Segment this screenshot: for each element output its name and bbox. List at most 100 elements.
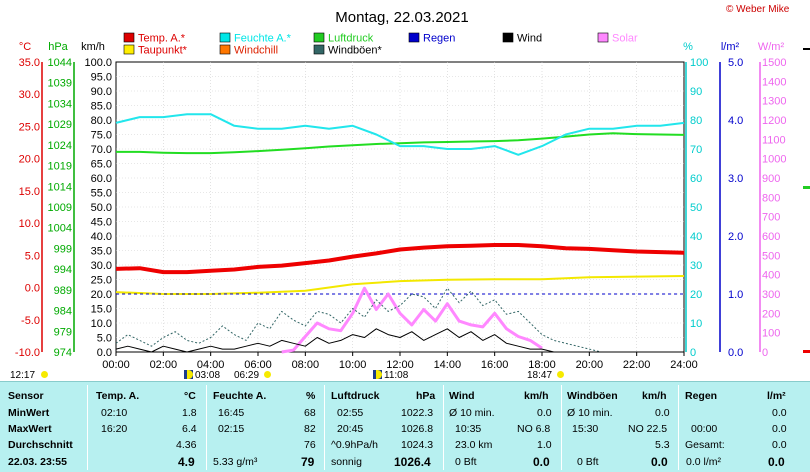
tick-label: 200 <box>762 308 780 320</box>
moonset-time: 11:08 <box>384 370 409 381</box>
tick-label: 900 <box>762 173 780 185</box>
tick-label: 60 <box>690 173 702 185</box>
tick-label: 1039 <box>48 78 72 90</box>
min-gust: 0.0 <box>655 407 670 419</box>
legend-label: Wind <box>517 33 542 45</box>
moonrise-icon <box>184 370 193 379</box>
min-temp-time: 02:10 <box>101 407 128 419</box>
tick-label: 100.0 <box>84 57 112 69</box>
column-divider <box>87 385 88 470</box>
tick-label: 1100 <box>762 134 786 146</box>
right-edge-legend <box>803 48 810 353</box>
axis-unit-label: °C <box>19 41 31 53</box>
tick-label: 20 <box>690 289 702 301</box>
tick-label: 1044 <box>48 57 72 69</box>
current-abs-humidity: 5.33 g/m³ <box>213 456 258 468</box>
x-tick-label: 18:00 <box>528 359 556 371</box>
tick-label: 1029 <box>48 119 72 131</box>
tick-label: 1500 <box>762 57 786 69</box>
current-rain-rate: 0.0 l/m² <box>686 456 722 468</box>
current-temp: 4.9 <box>178 455 195 469</box>
tick-label: 5.0 <box>728 57 743 69</box>
max-press: 1026.8 <box>401 423 434 435</box>
tick-label: 30.0 <box>19 89 40 101</box>
statistics-table: Sensor Temp. A. °C Feuchte A. % Luftdruc… <box>0 381 810 472</box>
tick-label: 700 <box>762 212 780 224</box>
x-tick-label: 12:00 <box>386 359 414 371</box>
header-wind: Wind <box>449 390 475 402</box>
header-gust: Windböen <box>567 390 618 402</box>
tick-label: 55.0 <box>91 188 112 200</box>
tick-label: 10.0 <box>91 318 112 330</box>
tick-label: 4.0 <box>728 115 743 127</box>
axis-unit-label: l/m² <box>721 41 740 53</box>
tick-label: 0 <box>690 347 696 359</box>
moonrise-time: 03:08 <box>195 370 221 381</box>
max-gust-time: 15:30 <box>572 423 599 435</box>
tick-label: 0.0 <box>728 347 743 359</box>
legend-swatch <box>219 32 231 43</box>
avg-wind-distance: 23.0 km <box>455 439 493 451</box>
series-line <box>281 286 543 354</box>
tick-label: 70 <box>690 144 702 156</box>
series-line <box>115 113 685 156</box>
tick-label: 85.0 <box>91 101 112 113</box>
chart-series <box>115 113 685 354</box>
header-humidity-unit: % <box>306 390 316 402</box>
legend-label: Windböen* <box>328 45 383 57</box>
tick-label: 1000 <box>762 154 786 166</box>
legend-swatch <box>597 32 609 43</box>
sunrise-time: 06:29 <box>234 370 260 381</box>
tick-label: 20.0 <box>19 154 40 166</box>
tick-label: 50 <box>690 202 702 214</box>
tick-label: 994 <box>54 264 72 276</box>
tick-label: 1200 <box>762 115 786 127</box>
left-time: 12:17 <box>10 370 36 381</box>
tick-label: 60.0 <box>91 173 112 185</box>
tick-label: -5.0 <box>21 315 40 327</box>
x-tick-label: 06:00 <box>244 359 272 371</box>
tick-label: 800 <box>762 192 780 204</box>
tick-label: 1400 <box>762 76 786 88</box>
tick-label: 974 <box>54 347 72 359</box>
header-temp: Temp. A. <box>96 390 140 402</box>
column-divider <box>678 385 679 470</box>
tick-label: 1300 <box>762 96 786 108</box>
x-tick-label: 14:00 <box>434 359 462 371</box>
header-temp-unit: °C <box>184 390 196 402</box>
tick-label: 989 <box>54 285 72 297</box>
min-rain: 0.0 <box>772 407 787 419</box>
legend-label: Regen <box>423 33 455 45</box>
x-tick-label: 16:00 <box>481 359 509 371</box>
tick-label: 3.0 <box>728 173 743 185</box>
legend-swatch <box>408 32 420 43</box>
tick-label: 0 <box>762 347 768 359</box>
tick-label: 979 <box>54 326 72 338</box>
avg-press-trend: ^0.9hPa/h <box>331 439 378 451</box>
tick-label: 25.0 <box>91 275 112 287</box>
row-label-current: 22.03. 23:55 <box>8 456 67 468</box>
max-hum: 82 <box>304 423 316 435</box>
series-line <box>116 132 685 155</box>
tick-label: 80.0 <box>91 115 112 127</box>
tick-label: 15.0 <box>91 304 112 316</box>
series-line <box>115 243 685 275</box>
weather-chart: Montag, 22.03.2021 Temp. A.* Feuchte A.* L… <box>15 9 810 371</box>
legend-swatch <box>502 32 514 43</box>
tick-label: -10.0 <box>15 347 40 359</box>
sunset-icon <box>557 371 564 378</box>
column-divider <box>443 385 444 470</box>
x-tick-label: 10:00 <box>339 359 367 371</box>
max-wind: NO 6.8 <box>517 423 551 435</box>
tick-label: 95.0 <box>91 72 112 84</box>
tick-label: 1014 <box>48 181 72 193</box>
header-wind-unit: km/h <box>524 390 549 402</box>
min-hum: 68 <box>304 407 316 419</box>
max-rain-time: 00:00 <box>691 423 718 435</box>
sun-moon-row: 12:17 03:08 06:29 11:08 18:47 <box>0 369 810 381</box>
column-divider <box>324 385 325 470</box>
x-tick-label: 20:00 <box>576 359 604 371</box>
moonset-icon <box>373 370 382 379</box>
tick-label: 1009 <box>48 202 72 214</box>
rain-total-label: Gesamt: <box>685 439 725 451</box>
